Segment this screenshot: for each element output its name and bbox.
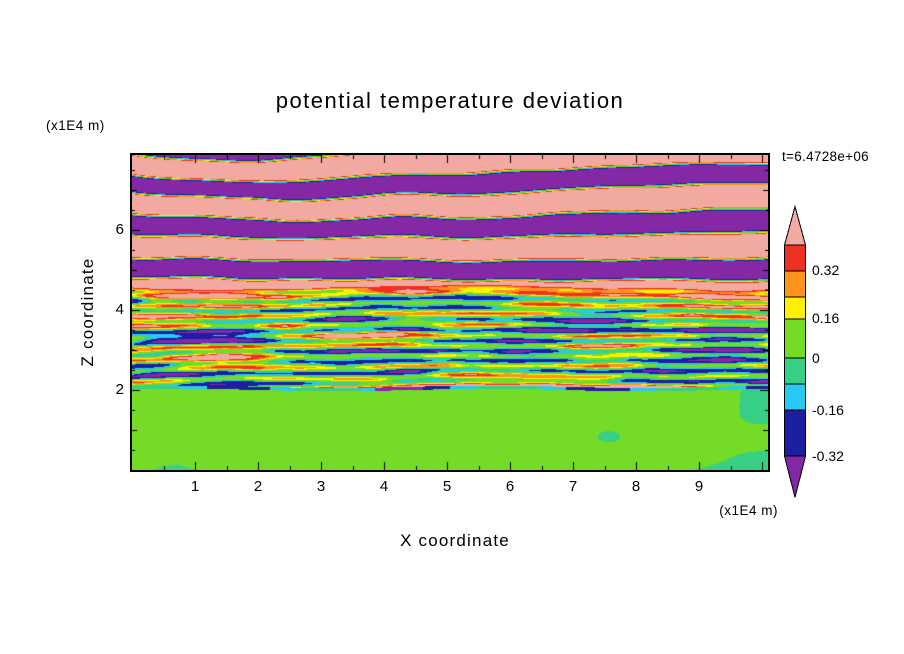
x-tick-label-5: 5 <box>442 478 452 495</box>
x-tick-label-9: 9 <box>694 478 704 495</box>
x-tick-label-7: 7 <box>568 478 578 495</box>
colorbar-band-red <box>784 244 806 272</box>
x-tick-label-3: 3 <box>316 478 326 495</box>
colorbar-band-navy <box>784 409 806 457</box>
x-tick-label-2: 2 <box>253 478 263 495</box>
x-tick-label-4: 4 <box>379 478 389 495</box>
y-tick-label-4: 4 <box>115 301 124 318</box>
plot-area <box>130 153 770 472</box>
y-tick-label-6: 6 <box>115 221 124 238</box>
colorbar-arrow-min <box>783 455 807 498</box>
x-tick-label-1: 1 <box>190 478 200 495</box>
colorbar-label-neg0.16: -0.16 <box>812 402 844 418</box>
chart-title: potential temperature deviation <box>275 88 625 113</box>
colorbar-label-0.32: 0.32 <box>812 262 840 278</box>
colorbar-band-yellow <box>784 296 806 320</box>
colorbar-band-yellowgreen <box>784 318 806 359</box>
x-axis-title: X coordinate <box>400 531 510 550</box>
x-axis-unit-label: (x1E4 m) <box>719 503 778 518</box>
y-tick-label-2: 2 <box>115 381 124 398</box>
colorbar-label-0.16: 0.16 <box>812 310 840 326</box>
colorbar-band-cyan <box>784 383 806 411</box>
x-tick-label-6: 6 <box>505 478 515 495</box>
colorbar-label-neg0.32: -0.32 <box>812 448 844 464</box>
x-tick-label-8: 8 <box>631 478 641 495</box>
y-axis-title: Z coordinate <box>78 257 97 367</box>
y-axis-unit-label: (x1E4 m) <box>46 118 105 133</box>
colorbar-band-green <box>784 357 806 385</box>
colorbar-arrow-max <box>783 205 807 246</box>
colorbar-band-orange <box>784 270 806 298</box>
timestamp-annotation: t=6.4728e+06 <box>782 149 869 164</box>
heatmap-canvas <box>132 155 768 470</box>
colorbar-label-0: 0 <box>812 350 820 366</box>
colorbar <box>783 205 807 498</box>
